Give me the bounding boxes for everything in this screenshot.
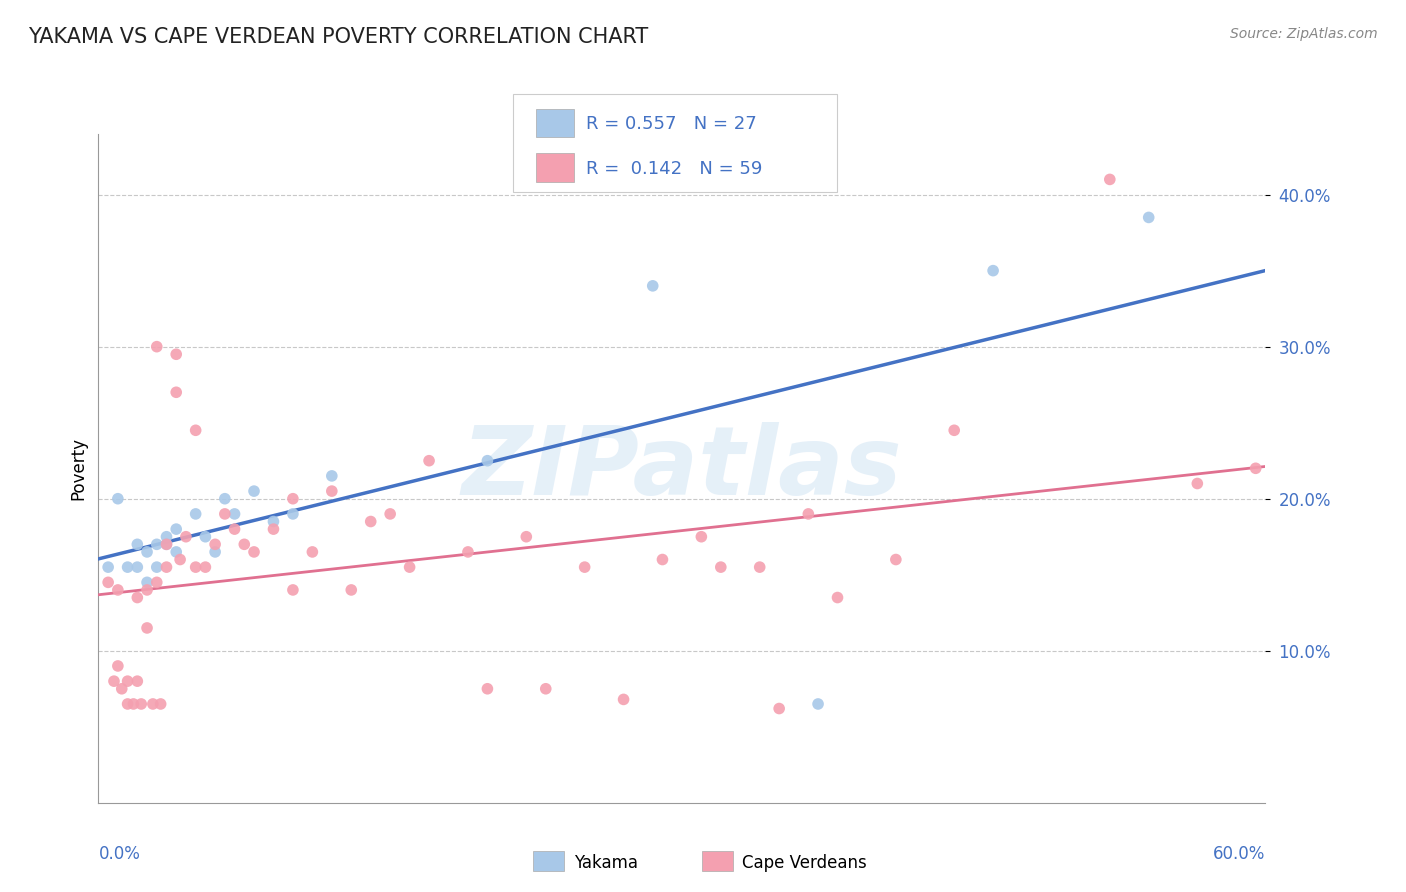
Point xyxy=(97,560,120,574)
Point xyxy=(155,537,177,551)
Point xyxy=(107,491,129,506)
Text: 60.0%: 60.0% xyxy=(1213,846,1265,863)
Point xyxy=(224,507,246,521)
Point xyxy=(884,552,907,566)
Text: Cape Verdeans: Cape Verdeans xyxy=(742,854,868,871)
Point xyxy=(97,575,120,590)
Point xyxy=(214,491,236,506)
Point xyxy=(710,560,733,574)
Point xyxy=(136,545,159,559)
Point xyxy=(748,560,770,574)
Text: Yakama: Yakama xyxy=(574,854,638,871)
Point xyxy=(574,560,596,574)
Point xyxy=(224,522,246,536)
Point xyxy=(1187,476,1209,491)
Text: R =  0.142   N = 59: R = 0.142 N = 59 xyxy=(586,160,762,178)
Point xyxy=(534,681,557,696)
Point xyxy=(111,681,134,696)
Point xyxy=(127,537,149,551)
Point xyxy=(233,537,256,551)
Point xyxy=(165,385,187,400)
Text: 0.0%: 0.0% xyxy=(98,846,141,863)
Point xyxy=(612,692,634,706)
Point xyxy=(146,537,169,551)
Point xyxy=(194,530,217,544)
Point xyxy=(243,545,266,559)
Point xyxy=(360,515,382,529)
Point xyxy=(165,522,187,536)
Point xyxy=(281,491,304,506)
Point xyxy=(136,582,159,597)
Point xyxy=(146,340,169,354)
Point xyxy=(169,552,191,566)
Point xyxy=(107,659,129,673)
Point xyxy=(127,674,149,689)
Point xyxy=(262,522,284,536)
Point xyxy=(457,545,479,559)
Point xyxy=(142,697,165,711)
Y-axis label: Poverty: Poverty xyxy=(69,437,87,500)
Text: ZIPatlas: ZIPatlas xyxy=(461,422,903,515)
Point xyxy=(117,697,139,711)
Text: Source: ZipAtlas.com: Source: ZipAtlas.com xyxy=(1230,27,1378,41)
Point xyxy=(117,560,139,574)
Point xyxy=(103,674,125,689)
Point xyxy=(107,582,129,597)
Point xyxy=(651,552,673,566)
Point xyxy=(301,545,323,559)
Point xyxy=(243,484,266,499)
Point xyxy=(155,537,177,551)
Point xyxy=(184,560,207,574)
Point xyxy=(281,507,304,521)
Point xyxy=(321,469,343,483)
Point xyxy=(194,560,217,574)
Point xyxy=(418,453,440,467)
Point xyxy=(477,681,499,696)
Point xyxy=(165,347,187,361)
Point xyxy=(204,545,226,559)
Point xyxy=(155,560,177,574)
Point xyxy=(807,697,830,711)
Point xyxy=(129,697,152,711)
Point xyxy=(943,423,966,437)
Point xyxy=(321,484,343,499)
Point xyxy=(136,575,159,590)
Point xyxy=(174,530,197,544)
Point xyxy=(1098,172,1121,186)
Text: YAKAMA VS CAPE VERDEAN POVERTY CORRELATION CHART: YAKAMA VS CAPE VERDEAN POVERTY CORRELATI… xyxy=(28,27,648,46)
Point xyxy=(515,530,537,544)
Point xyxy=(827,591,849,605)
Point xyxy=(340,582,363,597)
Point xyxy=(146,560,169,574)
Point xyxy=(204,537,226,551)
Point xyxy=(117,674,139,689)
Point xyxy=(1244,461,1267,475)
Point xyxy=(398,560,420,574)
Point xyxy=(281,582,304,597)
Point xyxy=(1137,211,1160,225)
Point xyxy=(690,530,713,544)
Text: R = 0.557   N = 27: R = 0.557 N = 27 xyxy=(586,115,756,133)
Point xyxy=(981,263,1004,277)
Point xyxy=(155,530,177,544)
Point xyxy=(214,507,236,521)
Point xyxy=(477,453,499,467)
Point xyxy=(184,507,207,521)
Point xyxy=(136,621,159,635)
Point xyxy=(768,701,790,715)
Point xyxy=(165,545,187,559)
Point xyxy=(262,515,284,529)
Point xyxy=(146,575,169,590)
Point xyxy=(641,278,664,293)
Point xyxy=(127,591,149,605)
Point xyxy=(122,697,145,711)
Point xyxy=(797,507,820,521)
Point xyxy=(378,507,402,521)
Point xyxy=(149,697,172,711)
Point xyxy=(127,560,149,574)
Point xyxy=(184,423,207,437)
